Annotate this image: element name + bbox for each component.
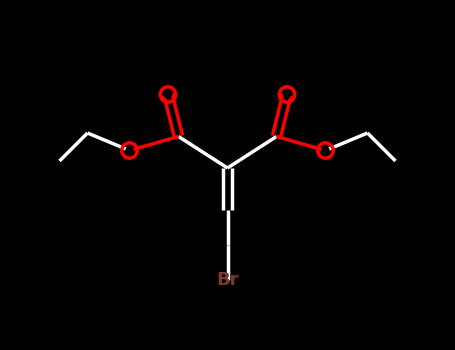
Text: Br: Br [216,271,239,289]
Circle shape [321,146,330,155]
Circle shape [125,146,134,155]
Circle shape [164,90,172,99]
Circle shape [283,90,291,99]
